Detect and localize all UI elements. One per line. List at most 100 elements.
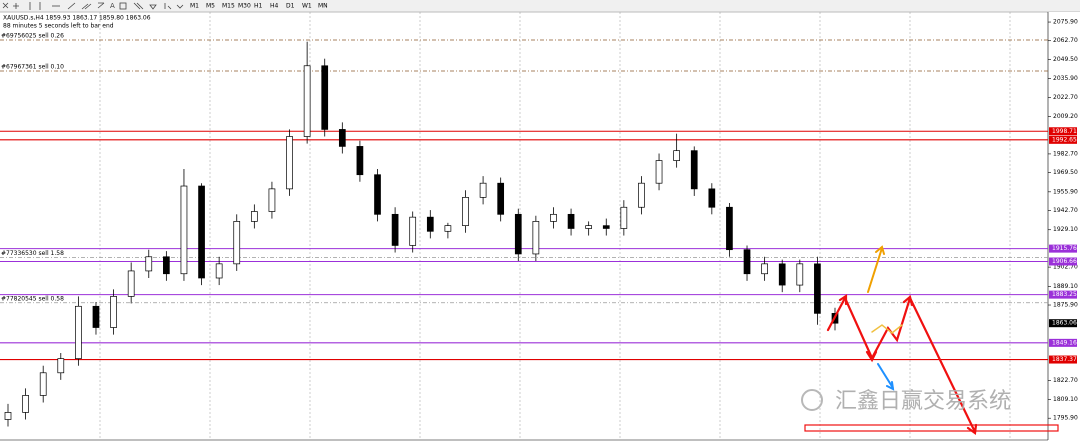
candle-body xyxy=(778,263,786,286)
timeframe-button[interactable]: MN xyxy=(318,3,328,10)
candle-body xyxy=(110,296,117,328)
timeframe-button[interactable]: M1 xyxy=(190,3,199,10)
candle-body xyxy=(22,395,29,413)
time-grid xyxy=(99,12,1011,440)
y-tick-label: 1982.70 xyxy=(1053,150,1078,157)
candle-body xyxy=(163,256,170,275)
y-tick-label: 1929.10 xyxy=(1053,226,1078,233)
chart-subtitle: 88 minutes 5 seconds left to bar end xyxy=(3,23,114,30)
y-tick-label: 2022.70 xyxy=(1053,94,1078,101)
y-tick-label: 1969.50 xyxy=(1053,169,1078,176)
tool-icons: A xyxy=(2,2,184,10)
y-tick-label: 2049.50 xyxy=(1053,56,1078,63)
timeframe-button[interactable]: M30 xyxy=(238,3,251,10)
y-tick-label: 2062.70 xyxy=(1053,37,1078,44)
level-tag-label: 1915.76 xyxy=(1052,245,1077,252)
level-tag xyxy=(1049,355,1077,364)
drawn-arrows xyxy=(804,245,1059,435)
timeframe-button[interactable]: M15 xyxy=(222,3,235,10)
candle-body xyxy=(796,263,804,286)
level-tag-label: 1883.25 xyxy=(1052,291,1077,298)
order-label: #77336530 sell 1.58 xyxy=(1,250,64,257)
candle-body xyxy=(426,216,434,232)
candle-body xyxy=(180,185,188,275)
candle-body xyxy=(479,182,487,198)
level-tag xyxy=(1049,290,1077,299)
candle-body xyxy=(356,146,364,176)
candle-body xyxy=(338,129,346,147)
level-tag-label: 1992.65 xyxy=(1052,136,1077,143)
candle-body xyxy=(620,206,628,229)
candle-body xyxy=(655,160,663,184)
candle-body xyxy=(514,213,522,255)
candle-body xyxy=(673,150,680,161)
candle-body xyxy=(690,150,698,190)
candle-body xyxy=(145,256,153,272)
y-tick-label: 2009.20 xyxy=(1053,113,1078,120)
candle-body xyxy=(550,213,557,222)
order-label: #67967361 sell 0.10 xyxy=(1,64,64,71)
candle-body xyxy=(250,211,258,222)
level-tag xyxy=(1049,127,1077,136)
current-price-label: 1863.06 xyxy=(1052,320,1077,327)
toolbar xyxy=(0,0,1080,12)
order-label: #77820545 sell 0.58 xyxy=(1,295,64,302)
plot: #69756025 sell 0.26 #67967361 sell 0.10 #7… xyxy=(0,33,1048,427)
level-tag-label: 1906.66 xyxy=(1052,258,1077,265)
timeframe-bar: M1 M5 M15 M30 H1 H4 D1 W1 MN xyxy=(190,3,328,10)
y-tick-label: 1822.70 xyxy=(1053,377,1078,384)
candle-body xyxy=(374,174,381,215)
candle-body xyxy=(303,65,311,137)
y-tick-label: 2035.90 xyxy=(1053,75,1078,82)
candle-body xyxy=(726,206,733,251)
chart-title: XAUUSD.s,H4 1859.93 1863.17 1859.80 1863… xyxy=(3,15,151,22)
candle-body xyxy=(286,136,293,190)
candle-body xyxy=(761,263,768,275)
candle-body xyxy=(743,249,751,275)
candle-body xyxy=(321,65,329,130)
level-tag xyxy=(1049,257,1077,266)
level-tag-label: 1849.16 xyxy=(1052,339,1077,346)
timeframe-button[interactable]: H1 xyxy=(254,3,263,10)
timeframe-button[interactable]: W1 xyxy=(302,3,312,10)
candle-body xyxy=(602,225,610,229)
candle-body xyxy=(215,263,223,279)
candle-body xyxy=(585,225,593,229)
watermark-icon xyxy=(801,389,823,411)
level-tag xyxy=(1049,135,1077,144)
candle-body xyxy=(462,196,469,226)
level-tag-label: 1837.37 xyxy=(1052,356,1077,363)
y-tick-label: 1955.90 xyxy=(1053,188,1078,195)
current-price-tag xyxy=(1049,319,1077,328)
candle-body xyxy=(92,305,100,328)
timeframe-button[interactable]: M5 xyxy=(206,3,215,10)
candle-body xyxy=(57,358,65,374)
candle-body xyxy=(532,221,540,255)
svg-text:A: A xyxy=(110,2,115,10)
y-tick-label: 1902.70 xyxy=(1053,264,1078,271)
timeframe-button[interactable]: D1 xyxy=(286,3,295,10)
y-tick-label: 1809.10 xyxy=(1053,396,1078,403)
level-tag xyxy=(1049,338,1077,347)
y-tick-label: 2075.90 xyxy=(1053,19,1078,26)
y-tick-label: 1795.90 xyxy=(1053,415,1078,422)
order-label: #69756025 sell 0.26 xyxy=(1,33,64,40)
candle-body xyxy=(638,182,645,208)
y-tick-label: 1875.90 xyxy=(1053,302,1078,309)
candle-body xyxy=(708,188,716,208)
candle-body xyxy=(4,412,12,420)
candle-body xyxy=(39,372,47,396)
candle-body xyxy=(814,263,821,314)
timeframe-button[interactable]: H4 xyxy=(270,3,279,10)
candle-body xyxy=(127,270,135,297)
candle-body xyxy=(391,213,399,246)
candle-body xyxy=(198,185,205,279)
y-tick-label: 1942.70 xyxy=(1053,207,1078,214)
candle-body xyxy=(75,305,82,359)
candle-body xyxy=(444,225,452,232)
candle-body xyxy=(268,188,276,212)
candle-body xyxy=(497,182,505,215)
price-axis xyxy=(1048,12,1080,445)
watermark: 汇鑫日赢交易系统 xyxy=(835,389,1011,414)
